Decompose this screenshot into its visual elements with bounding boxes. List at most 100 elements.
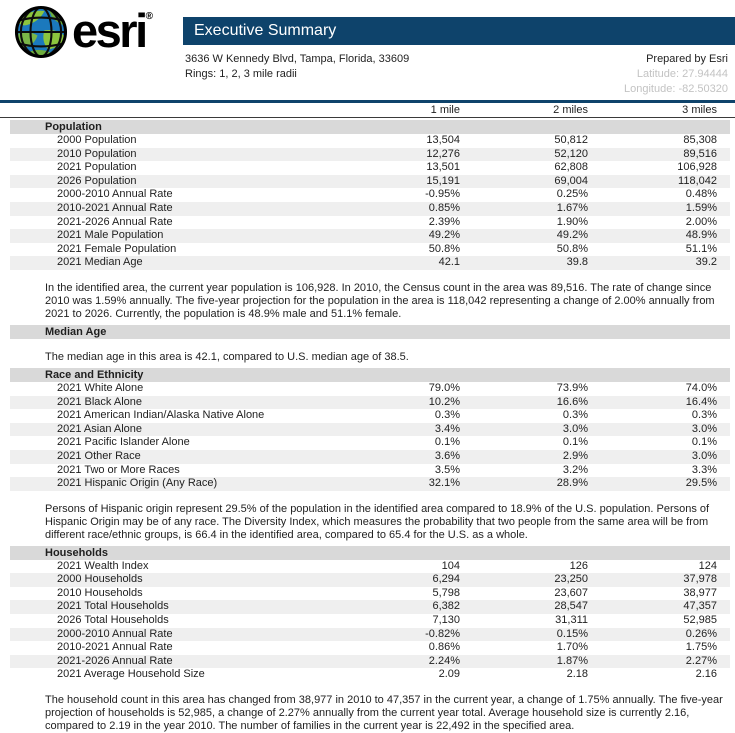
row-label: 2010-2021 Annual Rate (57, 641, 173, 654)
row-label: 2021 Female Population (57, 242, 177, 255)
cell-value-2-miles: 1.90% (556, 215, 588, 228)
cell-value-1-mile: 2.39% (428, 215, 460, 228)
table-row: 2021 Hispanic Origin (Any Race) 32.1% 28.9… (10, 477, 730, 491)
cell-value-1-mile: 0.85% (428, 201, 460, 214)
row-label: 2021 Two or More Races (57, 463, 180, 476)
table-row: 2021 American Indian/Alaska Native Alone… (10, 409, 730, 423)
cell-value-2-miles: 0.15% (556, 627, 588, 640)
cell-value-2-miles: 23,250 (554, 573, 588, 586)
table-row: 2021-2026 Annual Rate 2.24% 1.87% 2.27% (10, 654, 730, 669)
cell-value-2-miles: 16.6% (556, 395, 588, 408)
table-row: 2026 Total Households 7,130 31,311 52,985 (10, 614, 730, 628)
row-label: 2021-2026 Annual Rate (57, 654, 173, 667)
cell-value-2-miles: 50,812 (554, 134, 588, 146)
row-label: 2026 Population (57, 174, 137, 187)
table-row: 2021 Population 13,501 62,808 106,928 (10, 161, 730, 175)
row-label: 2021 Pacific Islander Alone (57, 436, 190, 449)
cell-value-3-miles: 1.75% (685, 641, 717, 654)
cell-value-2-miles: 49.2% (556, 229, 588, 242)
table-row: 2021-2026 Annual Rate 2.39% 1.90% 2.00% (10, 216, 730, 230)
cell-value-3-miles: 3.3% (691, 463, 717, 476)
cell-value-2-miles: 31,311 (555, 614, 588, 627)
cell-value-2-miles: 3.0% (562, 422, 588, 435)
cell-value-1-mile: 32.1% (428, 477, 460, 490)
cell-value-3-miles: 89,516 (683, 147, 717, 160)
table-row: 2021 Average Household Size 2.09 2.18 2.16 (10, 668, 730, 682)
cell-value-2-miles: 0.1% (562, 436, 588, 449)
cell-value-1-mile: 42.1 (438, 256, 460, 269)
cell-value-2-miles: 50.8% (556, 242, 588, 255)
cell-value-3-miles: 85,308 (683, 134, 717, 146)
cell-value-2-miles: 3.2% (562, 463, 588, 476)
cell-value-2-miles: 69,004 (554, 174, 588, 187)
cell-value-1-mile: 0.1% (434, 436, 460, 449)
row-label: 2021 White Alone (57, 381, 144, 394)
table-row: 2021 Black Alone 10.2% 16.6% 16.4% (10, 395, 730, 410)
table-row: 2021 Wealth Index 104 126 124 (10, 560, 730, 574)
cell-value-2-miles: 28,547 (554, 600, 588, 613)
banner: Executive Summary (183, 17, 735, 45)
table-row: 2021 Other Race 3.6% 2.9% 3.0% (10, 449, 730, 464)
section-header-race-and-ethnicity: Race and Ethnicity (10, 367, 730, 382)
table-row: 2000 Households 6,294 23,250 37,978 (10, 573, 730, 587)
section-header-population: Population (10, 120, 730, 134)
page-title: Executive Summary (194, 22, 337, 39)
report-header: esri ® Executive Summary 3636 W Kennedy … (0, 0, 735, 100)
brand-wordmark: esri (72, 4, 148, 57)
table-row: 2021 Two or More Races 3.5% 3.2% 3.3% (10, 464, 730, 478)
cell-value-1-mile: 3.6% (434, 449, 460, 462)
cell-value-3-miles: 48.9% (685, 229, 717, 242)
cell-value-3-miles: 0.3% (691, 409, 717, 422)
cell-value-3-miles: 3.0% (691, 449, 717, 462)
address-block: 3636 W Kennedy Blvd, Tampa, Florida, 336… (185, 52, 409, 97)
cell-value-1-mile: 3.5% (434, 463, 460, 476)
row-label: 2000 Households (57, 573, 143, 586)
section-note-median-age: The median age in this area is 42.1, com… (45, 350, 409, 363)
cell-value-1-mile: 0.3% (434, 409, 460, 422)
row-label: 2021 Wealth Index (57, 559, 149, 572)
cell-value-2-miles: 2.18 (566, 668, 588, 681)
cell-value-1-mile: 7,130 (432, 614, 460, 627)
subheader: 3636 W Kennedy Blvd, Tampa, Florida, 336… (185, 52, 728, 97)
cell-value-1-mile: 13,501 (426, 161, 460, 174)
rings-line: Rings: 1, 2, 3 mile radii (185, 68, 297, 80)
cell-value-3-miles: 0.48% (685, 188, 717, 201)
row-label: 2021 Male Population (57, 229, 164, 242)
section-header-households: Households (10, 545, 730, 560)
cell-value-1-mile: 13,504 (426, 134, 460, 146)
cell-value-3-miles: 51.1% (685, 242, 717, 255)
row-label: 2010 Households (57, 586, 143, 599)
prepared-by-text: Prepared by Esri (646, 53, 728, 65)
column-header-3miles: 3 miles (682, 104, 717, 116)
row-label: 2000 Population (57, 134, 137, 146)
table-row: 2010 Population 12,276 52,120 89,516 (10, 147, 730, 162)
row-label: 2021 Asian Alone (57, 422, 143, 435)
cell-value-3-miles: 2.27% (685, 654, 717, 667)
section-note-population: In the identified area, the current year… (45, 281, 715, 320)
cell-value-2-miles: 73.9% (556, 381, 588, 394)
cell-value-1-mile: 6,382 (432, 600, 460, 613)
cell-value-1-mile: -0.82% (425, 627, 460, 640)
longitude-text: Longitude: -82.50320 (624, 83, 728, 95)
cell-value-3-miles: 2.00% (685, 215, 717, 228)
row-label: 2000-2010 Annual Rate (57, 627, 173, 640)
cell-value-2-miles: 1.70% (556, 641, 588, 654)
cell-value-1-mile: 12,276 (426, 147, 460, 160)
cell-value-2-miles: 23,607 (554, 586, 588, 599)
cell-value-2-miles: 1.87% (556, 654, 588, 667)
cell-value-3-miles: 47,357 (683, 600, 717, 613)
cell-value-3-miles: 74.0% (685, 381, 717, 394)
cell-value-1-mile: 50.8% (428, 242, 460, 255)
section-header-median-age: Median Age (10, 324, 730, 339)
row-label: 2026 Total Households (57, 614, 169, 627)
row-label: 2021 Black Alone (57, 395, 143, 408)
cell-value-3-miles: 52,985 (683, 614, 717, 627)
table-row: 2021 Asian Alone 3.4% 3.0% 3.0% (10, 422, 730, 437)
cell-value-1-mile: 2.09 (438, 668, 460, 681)
cell-value-1-mile: 10.2% (428, 395, 460, 408)
section-note-households: The household count in this area has cha… (45, 694, 723, 733)
cell-value-2-miles: 0.25% (556, 188, 588, 201)
cell-value-1-mile: 15,191 (426, 174, 460, 187)
cell-value-3-miles: 37,978 (683, 573, 717, 586)
cell-value-3-miles: 3.0% (691, 422, 717, 435)
